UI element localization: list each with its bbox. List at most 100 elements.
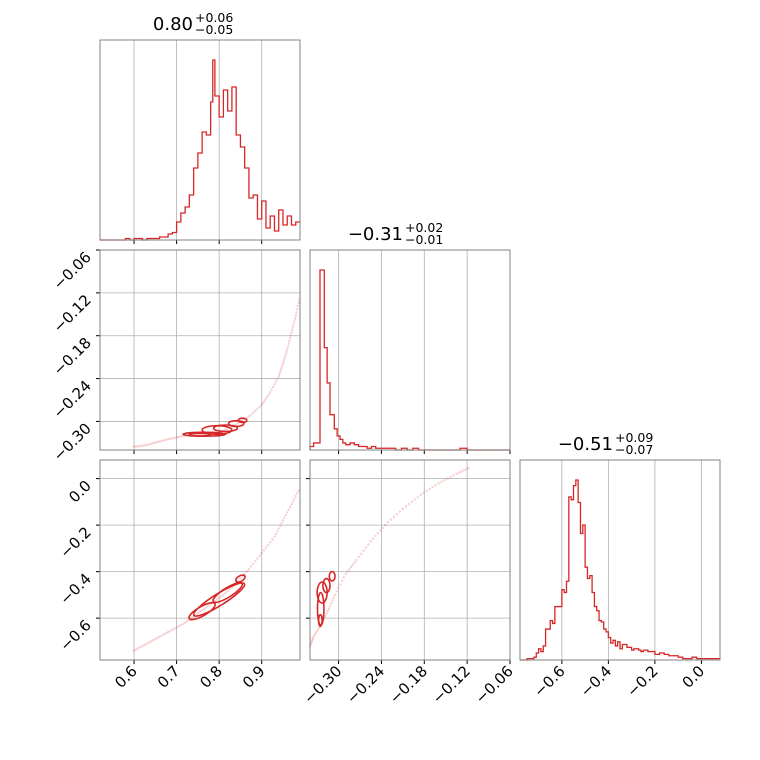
sample-point: [330, 601, 333, 605]
sample-point: [258, 554, 261, 557]
sample-point: [177, 625, 180, 628]
hist-1-panel: [309, 249, 511, 454]
sample-point: [295, 311, 298, 314]
sample-point: [381, 526, 384, 530]
x-tick-label: 0.9: [239, 662, 269, 692]
x-tick-label: 0.7: [154, 662, 184, 692]
sample-point: [327, 607, 331, 610]
contour-level-3: [322, 577, 331, 594]
y-tick-label: −0.18: [50, 334, 95, 379]
x-tick-label: −0.30: [300, 662, 345, 707]
sample-point: [353, 561, 356, 564]
sample-point: [166, 630, 170, 634]
sample-point: [261, 401, 265, 405]
scatter-2-1-panel: −0.30−0.24−0.18−0.12−0.06: [300, 459, 517, 707]
sample-point: [337, 586, 340, 590]
sample-point: [270, 388, 273, 391]
sample-point: [281, 364, 284, 367]
sample-point: [311, 637, 315, 640]
hist-0-title-lower: −0.05: [195, 22, 233, 37]
sample-point: [160, 634, 163, 637]
sample-point: [371, 537, 375, 540]
x-tick-label: −0.24: [343, 662, 388, 707]
sample-point: [247, 415, 251, 418]
contour-level-6: [237, 417, 248, 424]
sample-point: [446, 477, 449, 480]
sample-point: [226, 589, 229, 593]
sample-point: [349, 565, 353, 569]
sample-point: [295, 492, 299, 495]
sample-point: [462, 469, 465, 472]
sample-point: [344, 572, 347, 576]
sample-point: [281, 519, 285, 522]
sample-point: [151, 639, 155, 642]
sample-point: [134, 445, 138, 448]
sample-point: [175, 436, 178, 439]
sample-point: [296, 304, 300, 308]
scatter-1-0-frame: [99, 249, 301, 451]
sample-point: [154, 637, 157, 641]
scatter-2-0-panel: 0.6 0.7 0.8 0.9 0.0 −0.2 −0.4 −0.6: [56, 459, 301, 692]
sample-point: [200, 609, 204, 612]
sample-point: [169, 629, 172, 633]
y-tick-label: −0.2: [56, 523, 94, 561]
sample-point: [395, 513, 399, 516]
sample-point: [362, 549, 365, 552]
y-tick-label: −0.6: [56, 616, 94, 654]
sample-point: [173, 436, 176, 439]
sample-point: [333, 593, 337, 597]
sample-point: [288, 339, 291, 343]
sample-point: [282, 359, 285, 363]
sample-point: [181, 622, 185, 626]
hist-2-frame: [519, 459, 721, 661]
sample-point: [134, 648, 138, 651]
sample-point: [156, 636, 159, 640]
contour-level-3: [212, 581, 244, 604]
x-tick-label: −0.4: [577, 662, 615, 700]
sample-point: [263, 399, 266, 402]
sample-point: [271, 385, 275, 389]
sample-point: [149, 442, 153, 446]
x-tick-label: −0.12: [429, 662, 474, 707]
sample-point: [190, 616, 193, 620]
sample-point: [312, 635, 315, 638]
sample-point: [440, 480, 443, 483]
sample-point: [398, 510, 402, 513]
sample-point: [335, 590, 338, 593]
sample-point: [251, 562, 255, 566]
sample-point: [220, 595, 223, 598]
sample-point: [281, 362, 285, 365]
sample-point: [143, 444, 146, 447]
sample-point: [283, 357, 286, 361]
y-tick-label: −0.30: [50, 420, 95, 465]
sample-point: [251, 411, 255, 414]
sample-point: [410, 500, 413, 504]
y-tick-label: −0.06: [50, 248, 95, 293]
sample-point: [449, 475, 452, 479]
sample-point: [364, 546, 368, 549]
sample-point: [274, 380, 278, 383]
sample-point: [149, 640, 153, 643]
sample-point: [278, 370, 282, 374]
sample-point: [260, 403, 263, 407]
sample-point: [276, 377, 279, 381]
sample-point: [228, 587, 231, 591]
sample-point: [437, 482, 440, 485]
hist-2-title-upper: +0.09: [615, 430, 653, 445]
sample-point: [357, 555, 361, 559]
scatter-2-0-frame: [99, 459, 301, 661]
hist-2-title-lower: −0.07: [615, 442, 653, 457]
sample-point: [292, 323, 295, 326]
sample-point: [256, 557, 259, 560]
sample-point: [342, 576, 346, 579]
sample-point: [351, 563, 355, 566]
sample-point: [331, 599, 334, 602]
hist-1-title-lower: −0.01: [405, 232, 443, 247]
hist-1-title-value: −0.31: [348, 224, 403, 245]
sample-point: [269, 540, 272, 544]
sample-point: [158, 635, 161, 638]
hist-2-title-value: −0.51: [558, 434, 613, 455]
contour-level-1: [316, 591, 325, 626]
sample-point: [291, 325, 295, 329]
sample-point: [313, 633, 316, 637]
